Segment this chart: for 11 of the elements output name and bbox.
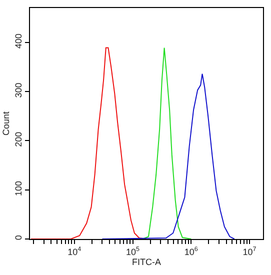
y-axis-title: Count — [0, 111, 11, 136]
y-tick-label: 0 — [13, 235, 24, 240]
x-tick-label: 10$^{7}$ — [242, 246, 257, 257]
y-tick-label: 200 — [13, 132, 24, 147]
x-tick-label: 10$^{5}$ — [126, 246, 140, 257]
y-tick-label: 100 — [13, 180, 24, 196]
x-axis-title: FITC-A — [132, 256, 161, 267]
x-tick-label: 10$^{6}$ — [184, 246, 198, 257]
y-tick-label: 300 — [13, 82, 24, 98]
y-tick-label: 400 — [13, 34, 24, 49]
x-tick-label: 10$^{4}$ — [68, 246, 82, 257]
